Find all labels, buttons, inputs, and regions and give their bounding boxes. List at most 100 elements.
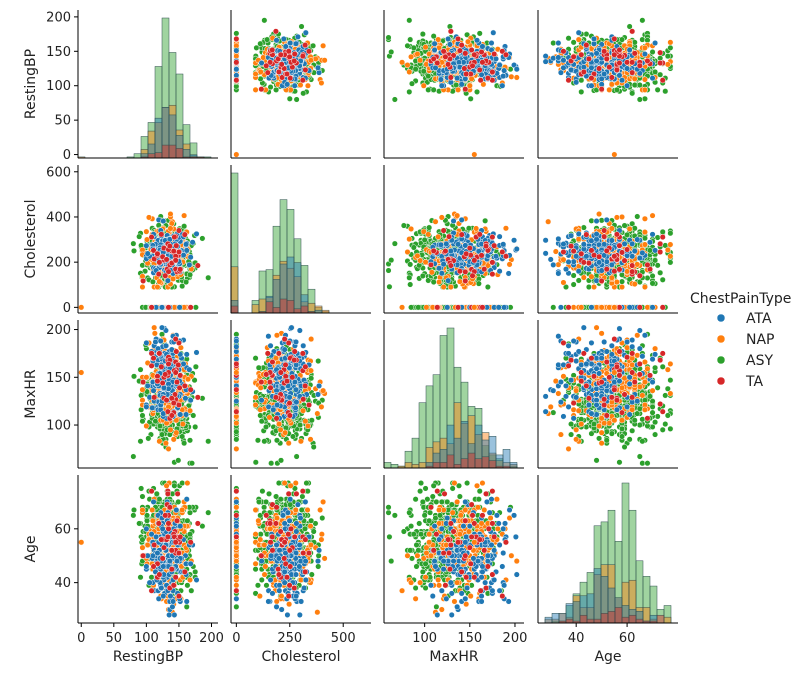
point-ASY-277 (580, 224, 587, 231)
point-NAP-525 (432, 218, 439, 225)
point-ATA-797 (590, 35, 598, 42)
point-TA-910 (629, 59, 636, 66)
point-NAP-560 (414, 252, 421, 259)
point-ASY-443 (412, 66, 419, 73)
point-NAP-627 (168, 220, 175, 227)
point-TA-892 (163, 256, 170, 263)
point-TA-896 (565, 77, 572, 84)
point-ASY-344 (388, 257, 395, 264)
point-TA-916 (187, 304, 194, 311)
point-ASY-428 (565, 35, 572, 42)
point-TA-909 (177, 266, 184, 273)
point-ATA-861 (624, 65, 631, 72)
point-TA-907 (479, 59, 486, 66)
point-TA-913 (263, 62, 270, 69)
point-ASY-265 (657, 71, 664, 78)
point-ASY-248 (415, 304, 422, 311)
point-ASY-427 (649, 48, 656, 56)
point-TA-908 (570, 53, 577, 60)
point-ATA-855 (314, 64, 322, 71)
point-ATA-831 (183, 241, 190, 248)
point-NAP-548 (404, 62, 411, 69)
point-ASY-402 (257, 40, 264, 47)
point-TA-873 (657, 49, 664, 56)
point-ASY-440 (430, 86, 437, 93)
point-ASY-440 (613, 86, 620, 93)
point-ASY-147 (583, 31, 590, 38)
point-TA-915 (305, 48, 313, 55)
point-NAP-686 (145, 214, 153, 221)
point-ASY-368 (264, 36, 271, 43)
y-tick-label: 400 (46, 210, 71, 225)
point-NAP-643 (641, 76, 648, 83)
point-ATA-865 (601, 70, 608, 78)
point-TA-903 (613, 66, 620, 73)
point-ASY-437 (406, 274, 413, 281)
point-ASY-271 (192, 304, 199, 311)
point-NAP-686 (318, 79, 325, 87)
y-tick-label: 0 (63, 301, 71, 316)
point-TA-902 (629, 69, 636, 76)
point-NAP-686 (438, 214, 445, 221)
panel-Cholesterol-vs-MaxHR (383, 165, 524, 314)
point-NAP-637 (641, 86, 648, 93)
point-ASY-333 (293, 96, 300, 103)
y-axis-label-Cholesterol: Cholesterol (23, 199, 39, 278)
point-TA-917 (156, 259, 163, 266)
point-TA-879 (434, 304, 441, 311)
point-TA-914 (277, 51, 284, 58)
point-TA-912 (462, 86, 469, 93)
point-NAP-671 (506, 261, 513, 268)
point-NAP-497 (399, 304, 406, 311)
point-TA-914 (578, 51, 585, 58)
point-TA-917 (489, 68, 496, 76)
point-ASY-333 (391, 240, 398, 247)
point-ATA-814 (513, 246, 520, 253)
y-tick-label: 600 (46, 165, 71, 180)
panel-Cholesterol-vs-Age (537, 165, 678, 314)
point-ASY-81 (199, 235, 206, 242)
point-TA-899 (447, 28, 454, 35)
point-ATA-866 (233, 66, 240, 73)
point-NAP-676 (641, 44, 648, 51)
point-ATA-811 (164, 277, 171, 284)
point-TA-900 (484, 75, 491, 82)
point-ASY-183 (130, 247, 138, 254)
point-ATA-813 (555, 54, 562, 61)
point-ASY-204 (407, 261, 414, 268)
y-tick-label: 150 (46, 45, 71, 60)
point-TA-883 (481, 266, 488, 273)
point-TA-903 (158, 231, 165, 238)
point-TA-904 (463, 70, 470, 78)
point-ATA-855 (450, 217, 457, 225)
point-ATA-852 (144, 250, 151, 257)
point-ASY-473 (420, 68, 427, 75)
point-ASY-43 (654, 86, 661, 93)
point-ASY-138 (385, 267, 392, 274)
point-ATA-849 (573, 79, 580, 86)
point-ASY-432 (662, 88, 669, 95)
point-ATA-774 (183, 247, 190, 254)
point-NAP-508 (420, 82, 427, 89)
point-TA-911 (181, 231, 188, 238)
hist-bar-TA-10 (300, 305, 309, 314)
point-TA-877 (462, 50, 469, 57)
point-ASY-56 (588, 217, 595, 224)
point-ASY-265 (657, 269, 664, 276)
point-ASY-336 (578, 77, 585, 84)
point-TA-891 (478, 252, 485, 259)
point-ATA-774 (652, 39, 659, 47)
point-TA-909 (269, 46, 276, 53)
point-NAP-593 (252, 70, 259, 78)
point-NAP-667 (260, 54, 267, 61)
point-NAP-697 (454, 212, 461, 219)
pairplot-grid: 050100150200RestingBP0200400600Cholester… (23, 10, 678, 665)
point-TA-915 (440, 227, 447, 234)
point-NAP-568 (513, 74, 520, 81)
point-ATA-852 (458, 81, 465, 88)
point-ASY-210 (419, 31, 426, 38)
point-TA-887 (299, 53, 306, 60)
point-ATA-808 (499, 82, 506, 89)
point-ATA-729 (490, 29, 497, 36)
